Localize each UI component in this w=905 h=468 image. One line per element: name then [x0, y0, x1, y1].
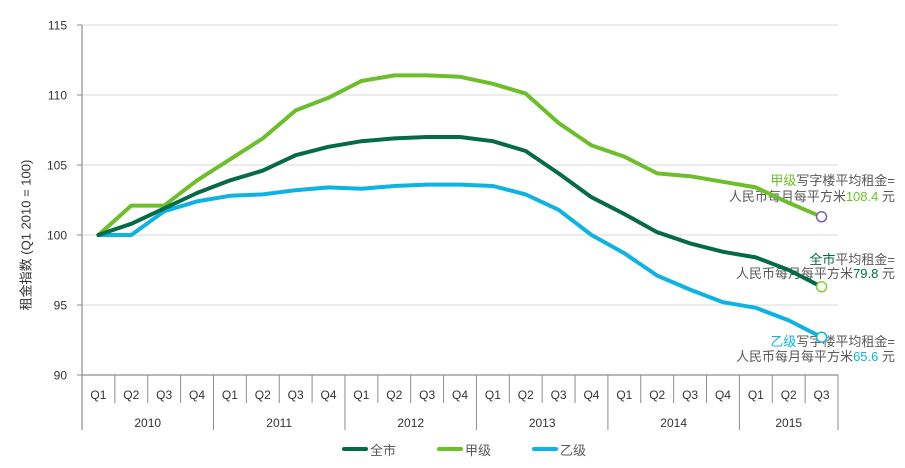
annotation-label: 写字楼平均租金= [796, 334, 895, 349]
x-quarter-label: Q2 [255, 388, 271, 402]
annotation-value: 65.6 [853, 349, 878, 364]
x-quarter-label: Q4 [452, 388, 468, 402]
legend-swatch [437, 447, 463, 451]
annotation-value-line: 人民币每月每平方米108.4 元 [729, 189, 895, 204]
x-quarter-label: Q4 [321, 388, 337, 402]
annotation-title: 乙级写字楼平均租金= [770, 334, 895, 349]
legend-label: 全市 [370, 442, 397, 458]
x-quarter-label: Q1 [748, 388, 764, 402]
y-tick-label: 90 [54, 369, 68, 383]
x-axis: Q1 Q2 Q3 Q4 Q1 Q2 Q3 Q4 Q1 Q2 Q3 Q4 Q1 Q2 Q3 Q4 Q1 Q2 Q3 Q4… [82, 374, 839, 430]
y-tick-label: 110 [48, 89, 67, 103]
legend-label: 甲级 [465, 442, 492, 458]
end-marker-乙级 [815, 331, 828, 343]
x-quarter-label: Q3 [682, 388, 698, 402]
x-quarter-label: Q4 [583, 388, 599, 402]
x-year-label: 2012 [397, 416, 424, 430]
x-quarter-label: Q3 [814, 388, 830, 402]
x-quarter-label: Q3 [288, 388, 304, 402]
y-tick-label: 105 [47, 159, 67, 173]
legend-label: 乙级 [560, 442, 587, 458]
annotation-unit: 元 [878, 266, 895, 281]
x-year-label: 2010 [134, 416, 161, 430]
annotation-series-name: 甲级 [770, 173, 796, 188]
annotation-value-line: 人民币每月每平方米79.8 元 [736, 266, 895, 281]
y-tick-label: 115 [48, 19, 67, 33]
annotation-label: 平均租金= [835, 252, 895, 267]
series-line-全市 [96, 135, 824, 289]
x-quarter-label: Q3 [419, 388, 435, 402]
series-line-甲级 [96, 73, 824, 237]
annotation-unit-prefix: 人民币每月每平方米 [729, 189, 846, 204]
x-year-label: 2014 [660, 416, 687, 430]
x-quarter-label: Q3 [156, 388, 172, 402]
end-marker-全市 [815, 281, 828, 293]
annotation-series-name: 乙级 [770, 334, 796, 349]
x-quarter-label: Q2 [518, 388, 534, 402]
x-quarter-label: Q1 [616, 388, 632, 402]
legend: 全市 甲级 乙级 [342, 440, 627, 458]
end-marker-甲级 [815, 211, 828, 223]
x-quarter-label: Q1 [222, 388, 238, 402]
x-quarter-label: Q4 [715, 388, 731, 402]
x-quarter-label: Q1 [353, 388, 369, 402]
x-year-label: 2011 [266, 416, 292, 430]
annotation-series-name: 全市 [809, 252, 835, 267]
x-quarter-label: Q4 [189, 388, 205, 402]
x-quarter-label: Q2 [781, 388, 797, 402]
annotation-title: 全市平均租金= [809, 252, 895, 267]
x-quarter-label: Q1 [485, 388, 501, 402]
x-quarter-label: Q2 [123, 388, 139, 402]
end-markers [815, 211, 828, 343]
series-annotations: 甲级写字楼平均租金=人民币每月每平方米108.4 元全市平均租金=人民币每月每平… [729, 173, 895, 364]
legend-item-grade-a: 甲级 [437, 440, 532, 459]
x-quarter-label: Q3 [551, 388, 567, 402]
x-year-label: 2015 [775, 416, 802, 430]
annotation-title: 甲级写字楼平均租金= [770, 173, 895, 188]
x-quarter-label: Q2 [386, 388, 402, 402]
y-axis-title: 租金指数 (Q1 2010 = 100) [18, 159, 34, 311]
legend-item-grade-b: 乙级 [532, 440, 627, 459]
series-lines [96, 73, 824, 340]
y-axis: 90 95 100 105 110 115 [47, 19, 83, 430]
legend-item-all-city: 全市 [342, 440, 437, 459]
annotation-unit-prefix: 人民币每月每平方米 [736, 349, 853, 364]
series-line-乙级 [96, 182, 824, 340]
x-quarter-label: Q1 [90, 388, 106, 402]
gridlines [82, 24, 838, 306]
x-year-label: 2013 [529, 416, 556, 430]
y-tick-label: 100 [47, 229, 67, 243]
annotation-unit: 元 [878, 189, 895, 204]
annotation-unit: 元 [878, 349, 895, 364]
legend-swatch [342, 447, 368, 451]
legend-swatch [532, 447, 558, 451]
annotation-label: 写字楼平均租金= [796, 173, 895, 188]
annotation-value: 108.4 [846, 189, 879, 204]
annotation-value: 79.8 [853, 266, 878, 281]
y-tick-label: 95 [54, 299, 68, 313]
x-quarter-label: Q2 [649, 388, 665, 402]
annotation-value-line: 人民币每月每平方米65.6 元 [736, 349, 895, 364]
